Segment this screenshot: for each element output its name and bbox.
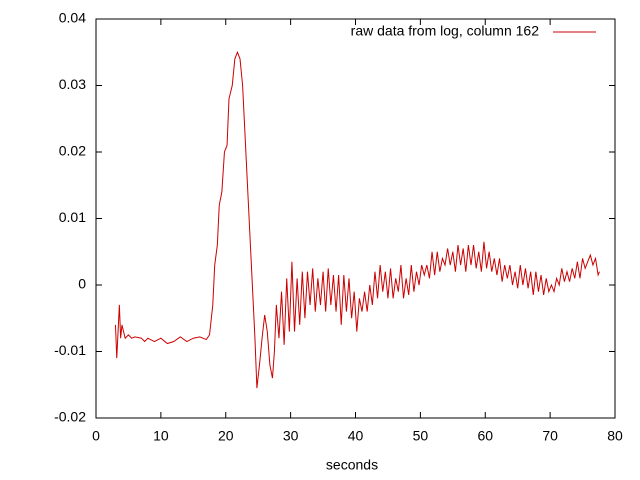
x-tick-label: 70 bbox=[542, 428, 558, 444]
y-tick-label: -0.02 bbox=[54, 409, 86, 425]
y-tick-label: 0.02 bbox=[59, 143, 86, 159]
data-line bbox=[114, 50, 600, 389]
x-tick-label: 60 bbox=[477, 428, 493, 444]
y-tick-label: 0.01 bbox=[59, 209, 86, 225]
x-tick-label: 10 bbox=[153, 428, 169, 444]
x-tick-label: 50 bbox=[413, 428, 429, 444]
x-tick-label: 30 bbox=[283, 428, 299, 444]
legend-label: raw data from log, column 162 bbox=[351, 23, 540, 39]
x-axis-label: seconds bbox=[326, 457, 378, 473]
y-tick-label: 0 bbox=[78, 276, 86, 292]
x-tick-label: 80 bbox=[607, 428, 623, 444]
x-tick-label: 40 bbox=[348, 428, 364, 444]
plot-border bbox=[95, 18, 616, 419]
y-tick-label: 0.03 bbox=[59, 76, 86, 92]
y-tick-label: -0.01 bbox=[54, 342, 86, 358]
y-tick-label: 0.04 bbox=[59, 10, 86, 26]
x-tick-label: 20 bbox=[218, 428, 234, 444]
x-tick-label: 0 bbox=[92, 428, 100, 444]
